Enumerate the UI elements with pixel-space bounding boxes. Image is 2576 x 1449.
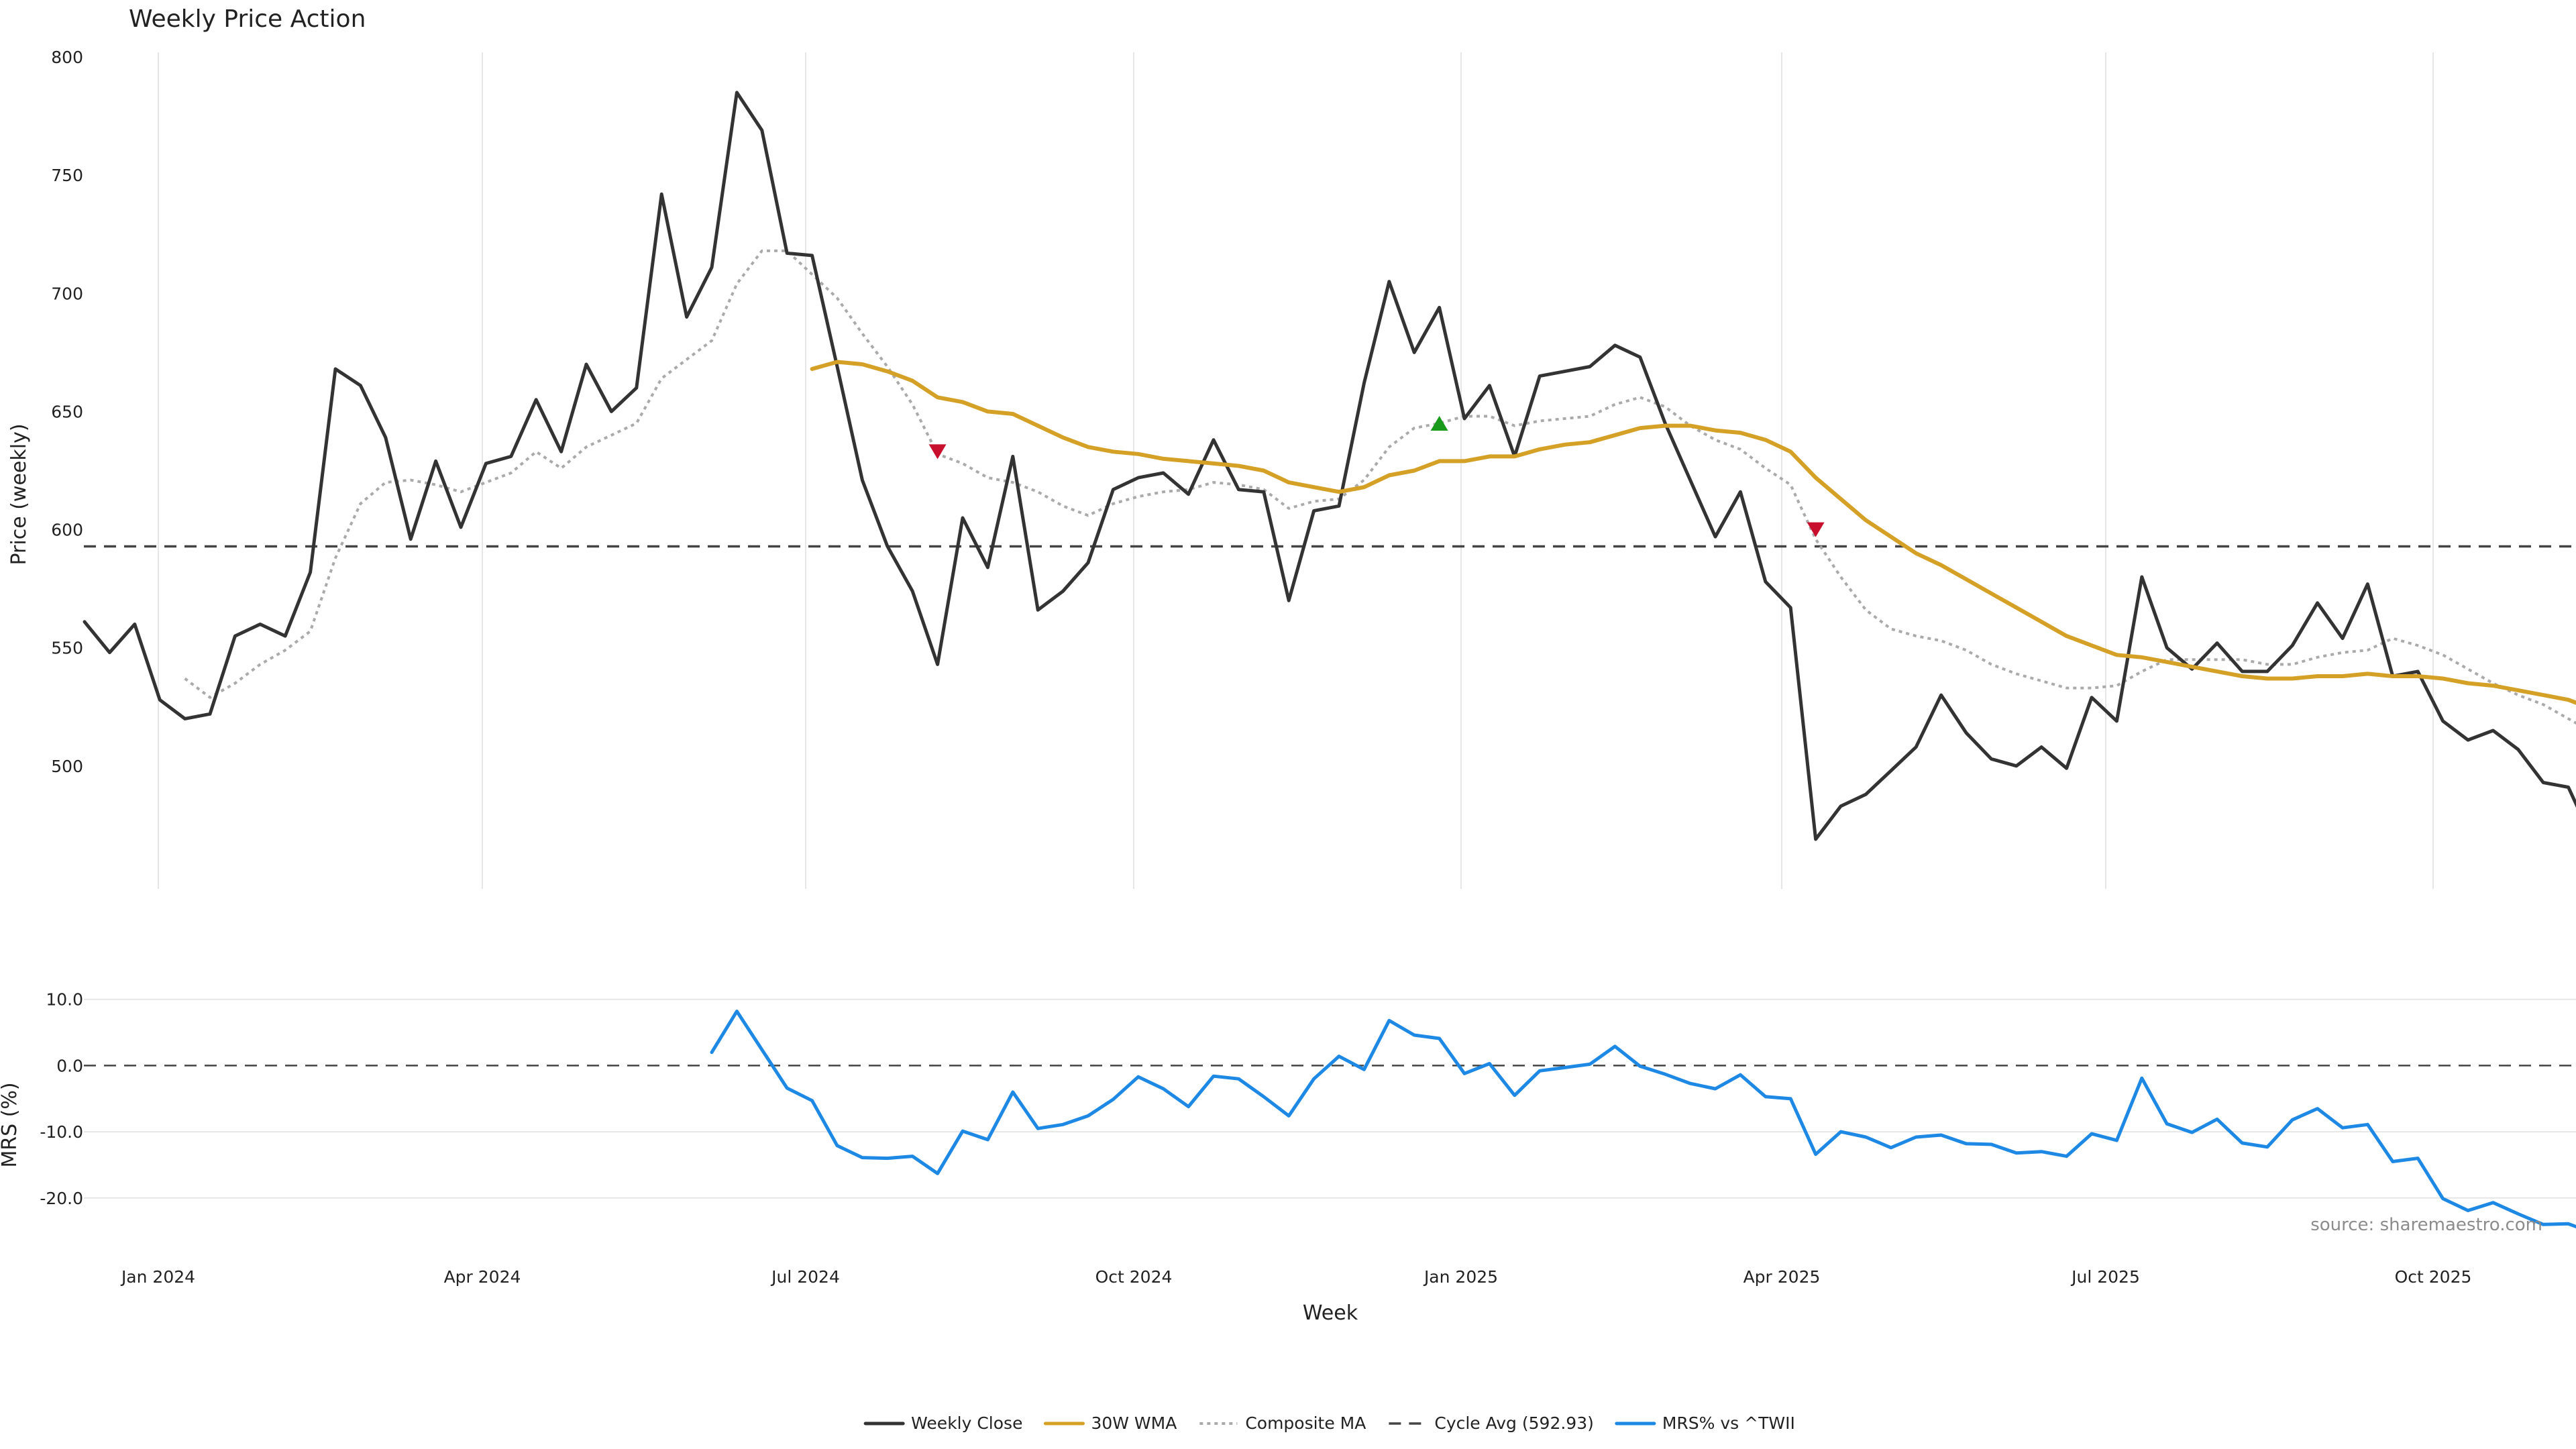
x-tick-label-0: Jan 2024 [120,1267,195,1287]
mrs-y-tick-2: -10.0 [40,1122,83,1142]
mrs-y-tick-0: 10.0 [46,990,83,1010]
legend-label-weekly-close: Weekly Close [911,1413,1022,1433]
mrs-panel: 10.0 0.0 -10.0 -20.0 [40,990,2576,1229]
mrs-y-tick-3: -20.0 [40,1189,83,1208]
legend-label-mrs-vs-twii: MRS% vs ^TWII [1662,1413,1795,1433]
chart-title: Weekly Price Action [129,5,366,33]
x-tick-label-2: Jul 2024 [770,1267,840,1287]
signal-marker-up-1 [1430,416,1448,431]
price-y-tick-500: 500 [51,757,83,776]
price-y-tick-650: 650 [51,402,83,421]
legend-label-composite-ma: Composite MA [1245,1413,1366,1433]
price-panel: 500 550 600 650 700 750 800 [51,48,2576,889]
x-tick-label-7: Oct 2025 [2395,1267,2472,1287]
x-tick-label-3: Oct 2024 [1095,1267,1173,1287]
source-label: source: sharemaestro.com [2310,1215,2542,1235]
x-axis: Jan 2024 Apr 2024 Jul 2024 Oct 2024 Jan 2025… [120,1267,2471,1287]
price-y-tick-800: 800 [51,48,83,67]
price-y-tick-700: 700 [51,284,83,303]
signal-marker-down-2 [1807,522,1825,537]
price-y-tick-750: 750 [51,166,83,185]
series-line-30w-wma [810,360,2576,705]
legend-label-30w-wma: 30W WMA [1091,1413,1177,1433]
legend-label-cycle-avg-592-93: Cycle Avg (592.93) [1434,1413,1594,1433]
price-y-tick-600: 600 [51,521,83,540]
series-line-mrs-vs-twii [710,1010,2576,1229]
signal-marker-down-0 [928,444,947,460]
x-tick-label-4: Jan 2025 [1423,1267,1498,1287]
series-line-weekly-close [83,91,2576,841]
mrs-y-tick-1: 0.0 [56,1056,83,1075]
x-tick-label-1: Apr 2024 [444,1267,521,1287]
x-tick-label-6: Jul 2025 [2070,1267,2140,1287]
series-line-composite-ma [184,249,2576,725]
x-axis-title: Week [1303,1301,1358,1325]
legend: Weekly Close 30W WMA Composite MA Cycle Avg… [863,1413,1795,1433]
x-tick-label-5: Apr 2025 [1743,1267,1821,1287]
price-y-tick-550: 550 [51,639,83,658]
mrs-y-axis-title: MRS (%) [0,1082,21,1167]
price-y-axis-title: Price (weekly) [7,423,31,565]
